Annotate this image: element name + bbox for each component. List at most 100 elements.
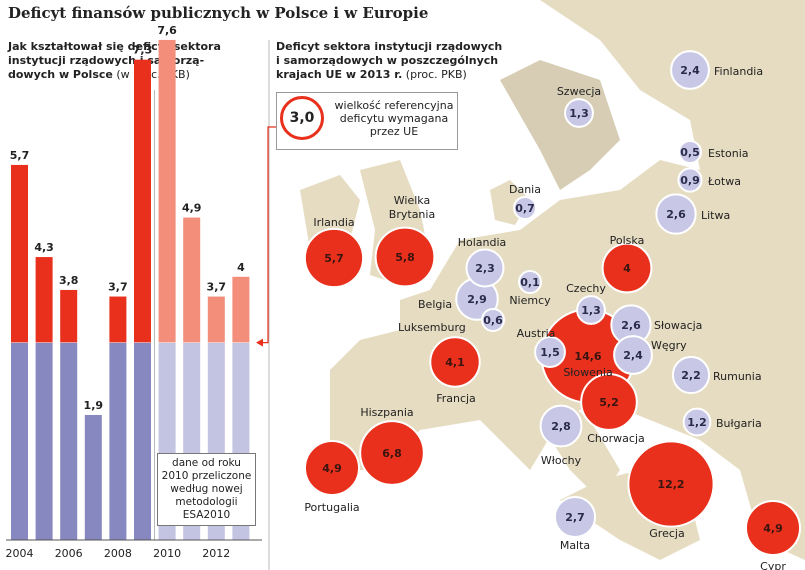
bar-value-label: 4 [237,261,245,274]
country-bubble [429,336,481,388]
country-name-label: Węgry [651,339,687,352]
country-name-label: Dania [509,183,541,196]
country-name-label: Hiszpania [360,406,413,419]
country-name-label: Austria [517,327,556,340]
page-title: Deficyt finansów publicznych w Polsce i … [8,4,429,22]
country-bubble [627,440,715,528]
x-tick-label: 2006 [55,547,83,560]
bubble-value-label: 4,9 [763,522,783,535]
bar-below-reference [60,342,78,540]
bubble-value-label: 2,4 [623,349,643,362]
bar-value-label: 3,8 [59,274,79,287]
map-unit: (proc. PKB) [402,68,467,81]
note-line: dane od roku [172,457,241,469]
bubble-value-label: 1,3 [569,107,589,120]
bar-above-reference [60,289,78,343]
country-bubble [303,439,361,497]
country-name-label: Słowacja [654,319,702,332]
bar-value-label: 4,9 [182,202,202,215]
country-bubble [534,336,566,368]
country-bubble [677,167,703,193]
bubble-value-label: 2,9 [467,293,487,306]
reference-value: 3,0 [289,110,315,126]
country-name-label: Holandia [458,236,507,249]
reference-text: wielkość referencyjna deficytu wymagana … [333,99,455,138]
country-name-label: Bułgaria [716,417,762,430]
bubble-value-label: 1,5 [540,346,560,359]
bar-value-label: 7,3 [133,44,153,57]
country-name-label: Malta [560,539,590,552]
country-bubble [678,140,702,164]
country-bubble [564,98,594,128]
bar-below-reference [84,414,102,540]
country-name-label: Włochy [541,454,582,467]
bar-value-label: 5,7 [10,149,30,162]
bar-chart-subtitle-line: dowych w Polsce [8,68,113,81]
bar-value-label: 3,7 [108,281,128,294]
country-bubble [513,196,537,220]
bubble-value-label: 2,2 [681,369,701,382]
bar-above-reference [207,296,225,343]
country-name-label: Polska [610,234,645,247]
reference-circle: 3,0 [280,96,324,140]
reference-legend: 3,0 wielkość referencyjna deficytu wymag… [276,92,458,150]
bubble-value-label: 0,5 [680,146,700,159]
country-name-label: Brytania [389,208,435,221]
country-bubble [481,308,505,332]
bubble-value-label: 1,3 [581,304,601,317]
bubble-value-label: 6,8 [382,447,402,460]
country-name-label: Estonia [708,147,749,160]
bar-value-label: 7,6 [157,24,177,37]
bubble-value-label: 0,7 [515,202,535,215]
country-name-label: Belgia [418,298,452,311]
country-name-label: Niemcy [509,294,551,307]
bubble-value-label: 4,1 [445,356,465,369]
country-name-label: Chorwacja [587,432,645,445]
bubble-value-label: 0,1 [520,276,540,289]
bar-above-reference [109,296,127,343]
note-line: metodologii [175,496,238,508]
country-name-label: Portugalia [304,501,359,514]
bubble-value-label: 2,6 [666,208,686,221]
country-name-label: Francja [436,392,476,405]
country-name-label: Łotwa [707,175,741,188]
bar-above-reference [134,59,151,343]
map-subtitle-line: Deficyt sektora instytucji rządowych [276,40,503,53]
methodology-note: dane od roku 2010 przeliczone według now… [157,453,256,526]
bar-below-reference [109,342,127,540]
note-line: 2010 przeliczone [161,470,252,482]
reference-text-line: deficytu wymagana [339,112,449,125]
country-bubble [518,270,542,294]
bar-value-label: 4,3 [34,241,54,254]
bar-above-reference [35,257,53,343]
x-tick-label: 2012 [202,547,230,560]
bar-value-label: 3,7 [207,281,227,294]
country-name-label: Cypr [760,560,786,570]
note-line: ESA2010 [182,509,231,521]
reference-arrow [256,338,263,347]
bubble-value-label: 5,2 [599,396,619,409]
bubble-value-label: 14,6 [574,350,601,363]
country-bubble [670,50,710,90]
country-name-label: Luksemburg [398,321,466,334]
country-bubble [613,335,653,375]
country-name-label: Rumunia [713,370,762,383]
bar-below-reference [11,342,28,540]
bar-above-reference [158,39,176,343]
country-bubble [682,407,712,437]
bubble-value-label: 1,2 [687,416,707,429]
country-bubble [576,295,606,325]
country-name-label: Litwa [701,209,730,222]
map-subtitle-line: krajach UE w 2013 r. [276,68,403,81]
country-name-label: Wielka [394,194,430,207]
country-bubble [374,226,436,288]
bar-value-label: 1,9 [84,399,104,412]
reference-text-line: wielkość referencyjna [334,99,454,112]
bubble-value-label: 4 [623,262,631,275]
country-bubble [601,242,653,294]
country-bubble [580,373,638,431]
bubble-value-label: 2,3 [475,262,495,275]
bar-above-reference [183,217,201,343]
bubble-value-label: 5,8 [395,251,415,264]
